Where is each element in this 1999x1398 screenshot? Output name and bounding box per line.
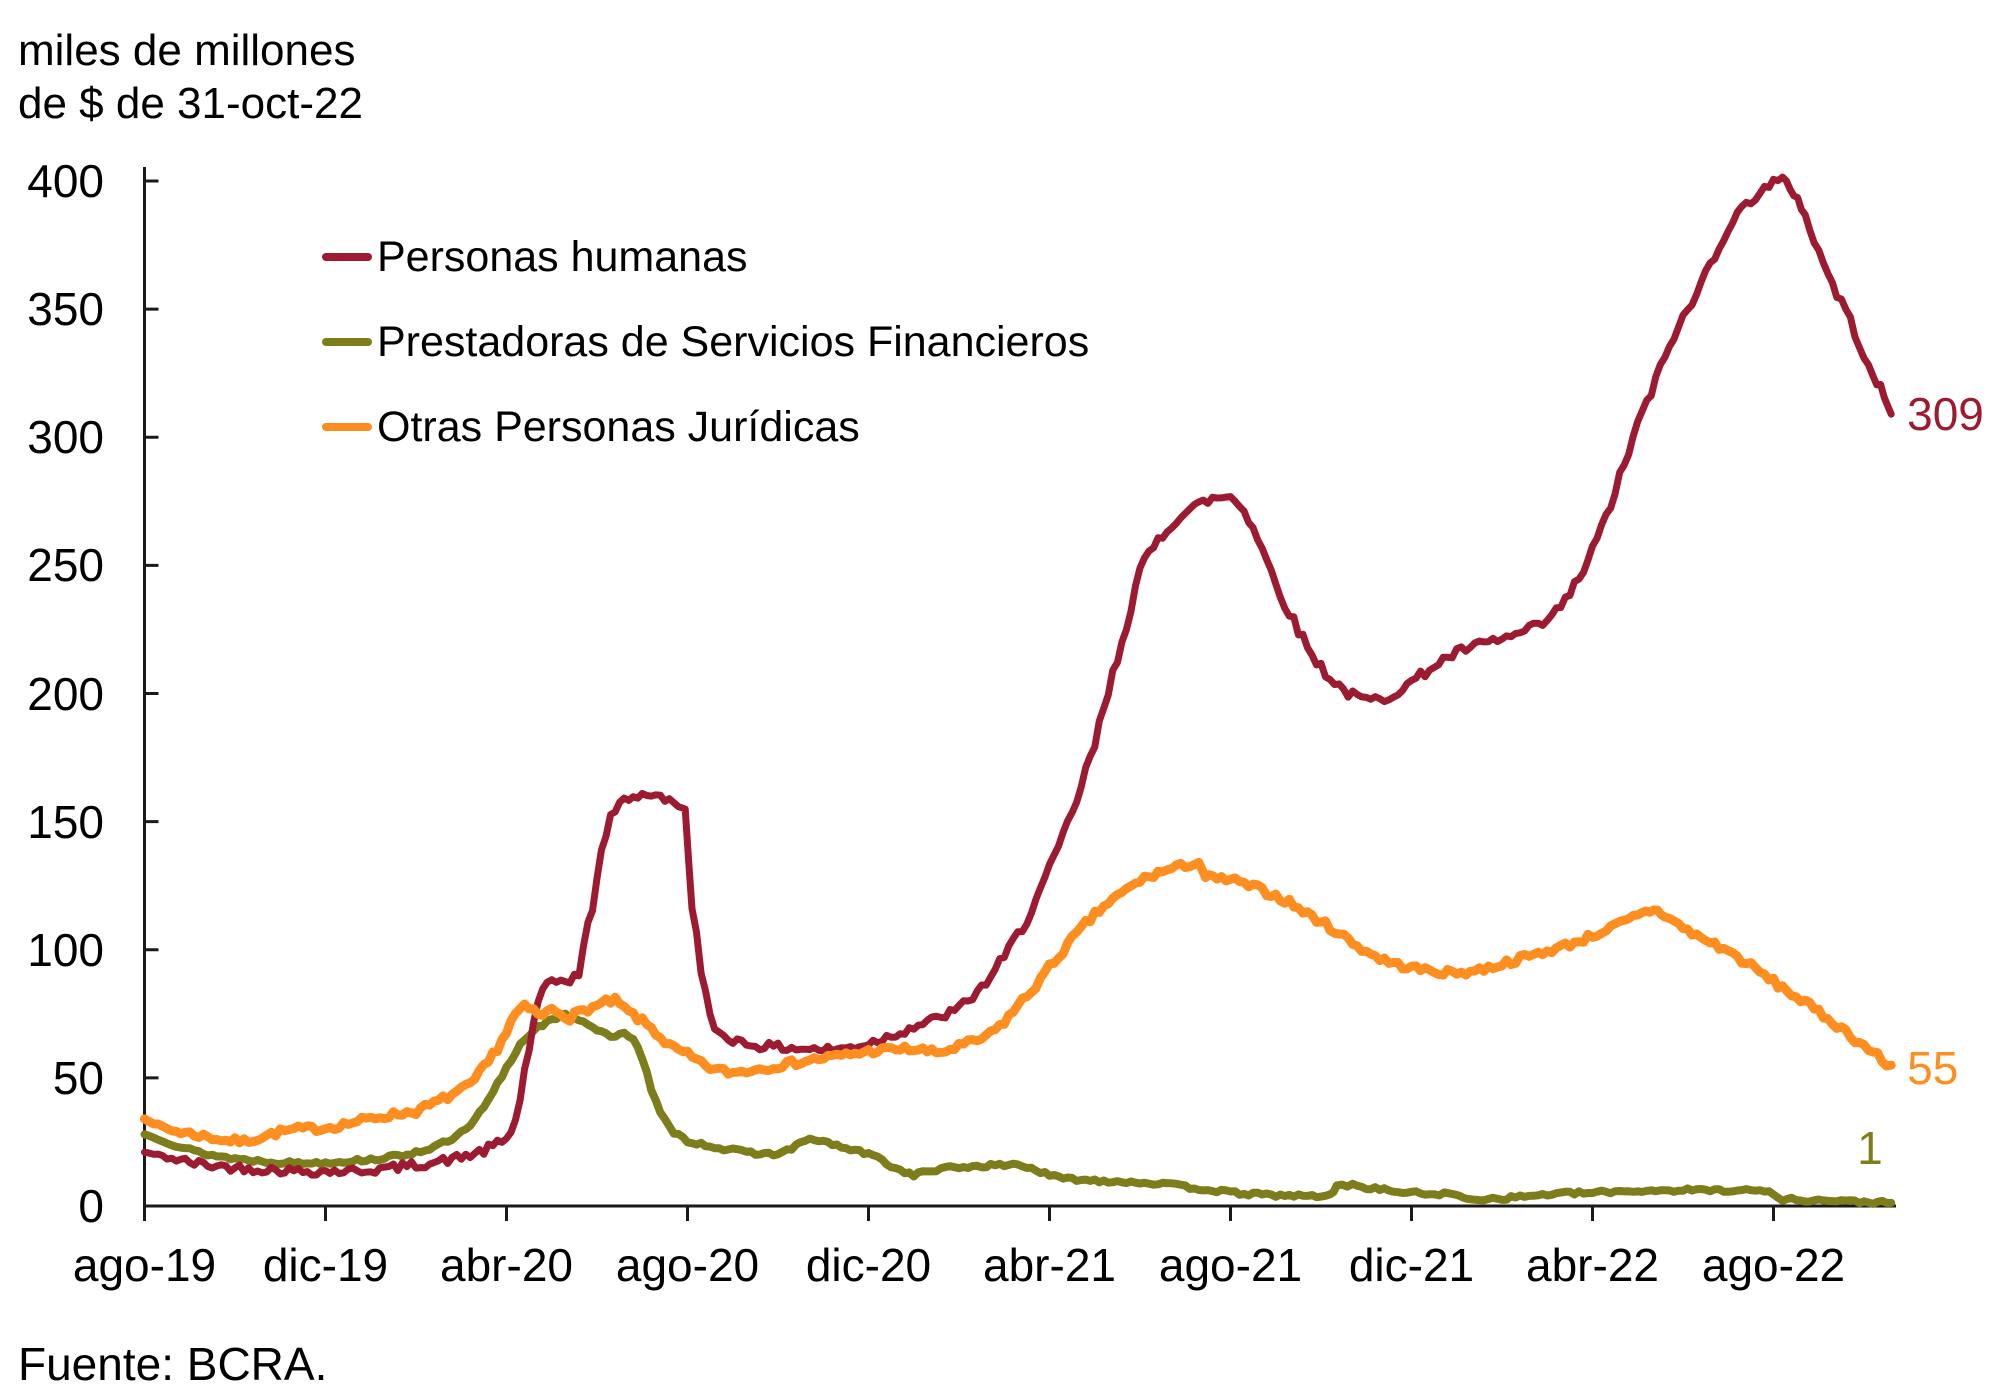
- legend-label-prestadoras: Prestadoras de Servicios Financieros: [377, 317, 1090, 366]
- x-tick-label: abr-21: [983, 1239, 1116, 1291]
- legend-swatch-otras-pj: [322, 423, 372, 431]
- x-tick-label: ago-21: [1158, 1239, 1303, 1291]
- y-tick-label: 150: [27, 795, 104, 848]
- x-tick-label: ago-19: [72, 1239, 217, 1291]
- end-value-prestadoras: 1: [1857, 1121, 1883, 1174]
- legend-label-otras-pj: Otras Personas Jurídicas: [377, 402, 860, 451]
- legend-label-personas-humanas: Personas humanas: [377, 232, 748, 281]
- y-tick-label: 50: [52, 1051, 104, 1104]
- y-tick-label: 200: [27, 667, 104, 720]
- source-note: Fuente: BCRA.: [18, 1338, 328, 1390]
- legend-item-personas-humanas: Personas humanas: [322, 231, 748, 283]
- legend-item-prestadoras: Prestadoras de Servicios Financieros: [322, 316, 1089, 368]
- y-tick-label: 0: [78, 1180, 104, 1232]
- y-tick-label: 300: [27, 411, 104, 464]
- x-tick-label: ago-20: [615, 1239, 760, 1291]
- legend-swatch-personas-humanas: [322, 253, 372, 261]
- x-tick-label: dic-19: [262, 1239, 389, 1291]
- y-axis-units-line1: miles de millones: [18, 26, 356, 75]
- line-personas-humanas: [141, 173, 1895, 1179]
- x-tick-label: ago-22: [1701, 1239, 1846, 1291]
- legend-item-otras-pj: Otras Personas Jurídicas: [322, 401, 860, 453]
- x-tick-label: abr-22: [1526, 1239, 1659, 1291]
- x-tick-label: dic-20: [805, 1239, 932, 1291]
- legend-swatch-prestadoras: [322, 338, 372, 346]
- y-axis-units-title: miles de millones de $ de 31-oct-22: [18, 24, 363, 130]
- y-axis-units-line2: de $ de 31-oct-22: [18, 79, 363, 128]
- y-tick-label: 350: [27, 283, 104, 336]
- line-prestadoras: [140, 1009, 1896, 1208]
- x-tick-label: dic-21: [1348, 1239, 1475, 1291]
- y-tick-label: 250: [27, 539, 104, 592]
- line-otras-pj: [140, 857, 1896, 1148]
- y-tick-label: 400: [27, 155, 104, 207]
- x-tick-label: abr-20: [440, 1239, 573, 1291]
- y-tick-label: 100: [27, 923, 104, 976]
- end-value-personas-humanas: 309: [1907, 388, 1984, 441]
- end-value-otras-pj: 55: [1907, 1042, 1959, 1095]
